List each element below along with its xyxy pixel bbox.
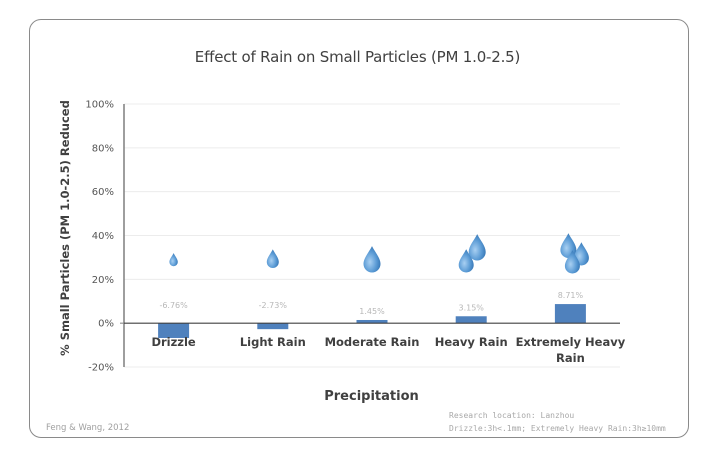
chart-title: Effect of Rain on Small Particles (PM 1.… xyxy=(194,48,521,66)
x-tick-label: Heavy Rain xyxy=(435,335,508,349)
bar xyxy=(554,304,586,324)
raindrop-icon xyxy=(169,253,178,267)
research-note: Research location: Lanzhou Drizzle:3h<.1… xyxy=(449,409,666,435)
y-tick-label: 0% xyxy=(98,319,114,330)
y-tick-label: 80% xyxy=(92,143,114,154)
x-tick-label: Rain xyxy=(556,351,585,365)
data-label: 3.15% xyxy=(458,303,484,312)
source-citation: Feng & Wang, 2012 xyxy=(46,423,130,433)
raindrop-icon xyxy=(266,249,279,268)
data-label: -6.76% xyxy=(159,301,188,310)
data-label: -2.73% xyxy=(259,301,288,310)
raindrop-icon xyxy=(564,250,580,274)
bar xyxy=(158,323,190,338)
raindrop-icon xyxy=(363,246,381,273)
bar xyxy=(455,316,487,324)
research-note-line1: Research location: Lanzhou xyxy=(449,411,575,420)
x-axis-label: Precipitation xyxy=(324,389,419,404)
raindrop-icon xyxy=(468,234,486,261)
x-tick-label: Drizzle xyxy=(151,335,195,349)
research-note-line2: Drizzle:3h<.1mm; Extremely Heavy Rain:3h… xyxy=(449,424,666,433)
x-tick-label: Extremely Heavy xyxy=(516,335,626,349)
y-tick-label: 40% xyxy=(92,231,114,242)
bar xyxy=(356,319,388,324)
data-label: 1.45% xyxy=(359,307,385,316)
x-tick-label: Light Rain xyxy=(240,335,306,349)
data-label: 8.71% xyxy=(558,291,584,300)
y-tick-label: 20% xyxy=(92,275,114,286)
y-tick-label: -20% xyxy=(88,363,114,374)
y-tick-label: 60% xyxy=(92,187,114,198)
y-tick-label: 100% xyxy=(85,100,114,111)
raindrop-icon xyxy=(458,249,474,273)
x-tick-label: Moderate Rain xyxy=(325,335,420,349)
bar xyxy=(257,323,289,330)
chart-frame xyxy=(29,19,689,438)
